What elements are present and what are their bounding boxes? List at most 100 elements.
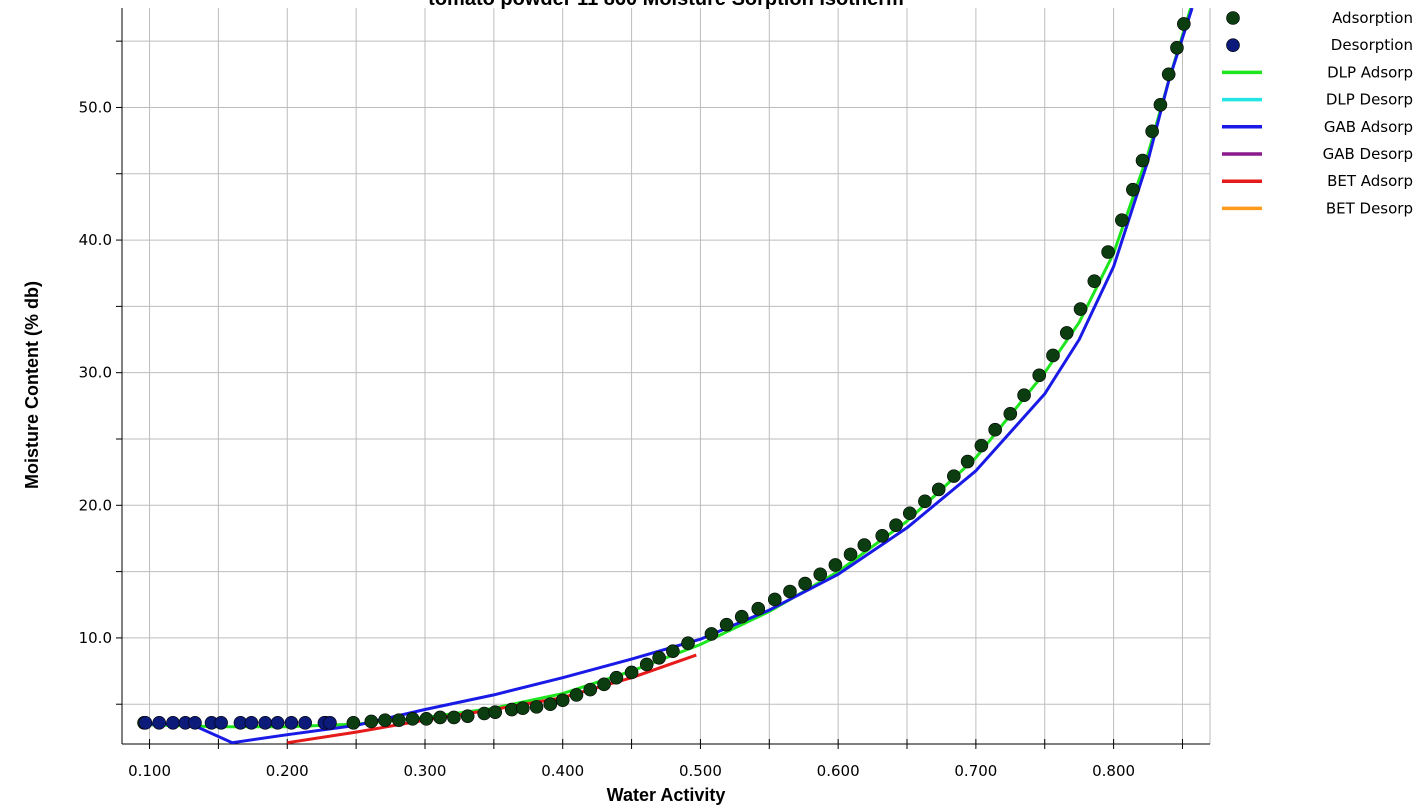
data-point-adsorption bbox=[529, 700, 544, 714]
data-point-adsorption bbox=[1101, 245, 1115, 259]
data-point-adsorption bbox=[719, 617, 734, 632]
data-point-adsorption bbox=[433, 710, 447, 725]
data-point-adsorption bbox=[1032, 368, 1047, 383]
data-point-adsorption bbox=[875, 528, 890, 543]
data-point-adsorption bbox=[931, 482, 946, 497]
data-point-adsorption bbox=[1003, 406, 1018, 421]
data-point-adsorption bbox=[543, 697, 558, 712]
y-tick-label: 20.0 bbox=[79, 496, 112, 514]
data-point-adsorption bbox=[405, 712, 420, 726]
data-point-adsorption bbox=[947, 469, 961, 483]
data-point-adsorption bbox=[918, 494, 932, 509]
data-point-desorption bbox=[152, 715, 166, 730]
data-point-adsorption bbox=[1135, 153, 1150, 168]
data-point-adsorption bbox=[346, 715, 361, 730]
y-tick-label: 30.0 bbox=[79, 364, 112, 382]
y-tick-label: 50.0 bbox=[79, 98, 112, 116]
y-axis-title: Moisture Content (% db) bbox=[22, 281, 42, 489]
data-point-adsorption bbox=[960, 454, 975, 469]
data-point-adsorption bbox=[828, 558, 843, 572]
x-tick-label: 0.600 bbox=[817, 762, 860, 780]
x-tick-label: 0.400 bbox=[541, 762, 584, 780]
legend-label: GAB Adsorp bbox=[1324, 118, 1413, 136]
data-point-desorption bbox=[138, 715, 153, 730]
data-point-adsorption bbox=[681, 636, 695, 651]
series-points bbox=[137, 17, 1191, 730]
data-point-adsorption bbox=[1087, 274, 1102, 288]
tick-labels: 0.100 0.200 0.300 0.400 0.500 0.600 0.700 0.800… bbox=[79, 98, 1135, 780]
data-point-adsorption bbox=[460, 709, 475, 723]
data-point-adsorption bbox=[447, 710, 461, 725]
data-point-adsorption bbox=[392, 713, 406, 727]
data-point-adsorption bbox=[488, 705, 503, 719]
data-point-adsorption bbox=[364, 714, 379, 729]
data-point-adsorption bbox=[609, 670, 624, 685]
x-tick-label: 0.200 bbox=[266, 762, 309, 780]
series-line-gab-adsorp bbox=[145, 8, 1194, 744]
data-point-adsorption bbox=[704, 627, 719, 641]
legend-marker bbox=[1226, 38, 1240, 53]
data-point-adsorption bbox=[1161, 67, 1176, 82]
legend: Adsorption Desorption DLP Adsorp DLP Desorp… bbox=[1222, 9, 1413, 217]
data-point-adsorption bbox=[783, 584, 797, 599]
y-tick-label: 40.0 bbox=[79, 231, 112, 249]
legend-marker bbox=[1226, 11, 1240, 25]
data-point-adsorption bbox=[569, 688, 584, 702]
data-point-adsorption bbox=[988, 422, 1002, 437]
data-point-adsorption bbox=[843, 547, 858, 562]
data-point-adsorption bbox=[419, 712, 434, 726]
data-point-adsorption bbox=[1126, 182, 1140, 197]
data-point-adsorption bbox=[889, 518, 903, 532]
chart-title: tomato powder 11 860 Moisture Sorption I… bbox=[428, 0, 904, 10]
data-point-adsorption bbox=[1170, 40, 1184, 55]
data-point-adsorption bbox=[1059, 326, 1074, 340]
data-point-desorption bbox=[323, 715, 337, 730]
data-point-adsorption bbox=[583, 682, 598, 697]
x-tick-label: 0.100 bbox=[128, 762, 171, 780]
data-point-adsorption bbox=[1153, 98, 1168, 112]
x-tick-label: 0.800 bbox=[1092, 762, 1135, 780]
x-tick-label: 0.300 bbox=[404, 762, 447, 780]
data-point-adsorption bbox=[624, 665, 639, 680]
data-point-desorption bbox=[244, 715, 259, 730]
data-point-adsorption bbox=[798, 576, 812, 591]
data-point-adsorption bbox=[1046, 348, 1060, 363]
data-point-desorption bbox=[270, 715, 285, 730]
data-point-adsorption bbox=[813, 567, 828, 582]
legend-label: DLP Desorp bbox=[1326, 91, 1413, 109]
data-point-adsorption bbox=[751, 601, 766, 616]
data-point-adsorption bbox=[767, 592, 782, 607]
legend-label: GAB Desorp bbox=[1323, 145, 1413, 163]
data-point-desorption bbox=[166, 715, 180, 730]
data-point-adsorption bbox=[639, 657, 654, 672]
data-point-adsorption bbox=[734, 609, 749, 624]
data-point-adsorption bbox=[1017, 388, 1031, 403]
data-point-adsorption bbox=[652, 651, 666, 665]
legend-label: BET Desorp bbox=[1326, 199, 1413, 217]
data-point-adsorption bbox=[902, 506, 917, 521]
x-axis-title: Water Activity bbox=[607, 785, 726, 805]
data-point-desorption bbox=[258, 715, 273, 730]
data-point-desorption bbox=[214, 715, 228, 730]
legend-label: BET Adsorp bbox=[1327, 172, 1413, 190]
data-point-adsorption bbox=[974, 438, 989, 453]
legend-label: Desorption bbox=[1331, 36, 1413, 54]
data-point-adsorption bbox=[378, 713, 392, 727]
data-point-adsorption bbox=[515, 701, 530, 715]
data-point-desorption bbox=[188, 715, 202, 730]
data-point-adsorption bbox=[857, 538, 872, 552]
data-point-adsorption bbox=[1115, 213, 1129, 227]
x-tick-label: 0.700 bbox=[954, 762, 997, 780]
data-point-adsorption bbox=[1073, 302, 1088, 316]
data-point-adsorption bbox=[555, 693, 570, 708]
data-point-adsorption bbox=[597, 677, 611, 692]
data-point-desorption bbox=[298, 715, 312, 730]
x-tick-label: 0.500 bbox=[679, 762, 722, 780]
legend-label: Adsorption bbox=[1332, 9, 1413, 27]
axes bbox=[116, 8, 1210, 749]
legend-label: DLP Adsorp bbox=[1327, 63, 1413, 81]
y-tick-label: 10.0 bbox=[79, 629, 112, 647]
data-point-adsorption bbox=[666, 644, 680, 658]
